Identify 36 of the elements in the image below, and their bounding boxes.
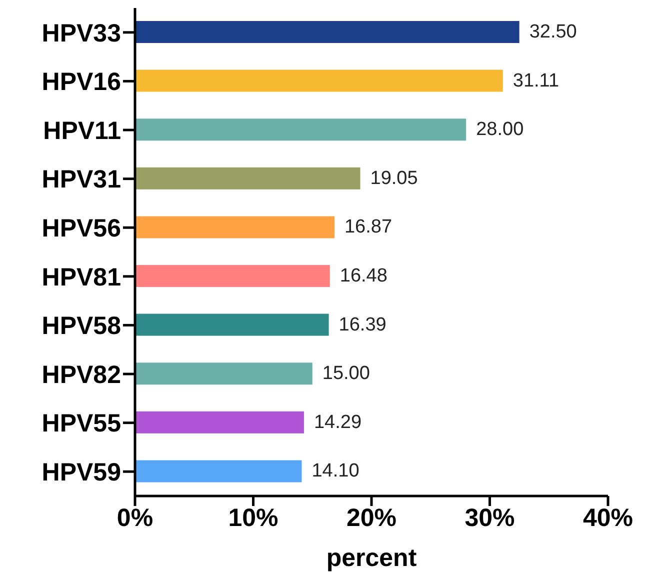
bar bbox=[135, 265, 330, 287]
bar bbox=[135, 460, 302, 482]
data-label: 14.29 bbox=[314, 412, 362, 433]
data-label: 14.10 bbox=[312, 460, 360, 482]
bar bbox=[135, 167, 360, 190]
data-label: 15.00 bbox=[322, 363, 370, 384]
y-tick-label: HPV11 bbox=[43, 116, 122, 145]
y-tick-label: HPV16 bbox=[42, 68, 121, 96]
data-label: 16.39 bbox=[338, 314, 386, 336]
bar bbox=[135, 362, 312, 385]
y-tick-label: HPV81 bbox=[42, 263, 122, 292]
x-tick-label: 0% bbox=[116, 504, 154, 532]
bar bbox=[135, 216, 334, 238]
y-tick-label: HPV82 bbox=[42, 360, 121, 389]
y-tick-label: HPV31 bbox=[42, 166, 122, 194]
x-tick-label: 20% bbox=[346, 504, 397, 532]
data-label: 16.48 bbox=[340, 266, 388, 286]
y-tick-label: HPV55 bbox=[42, 410, 122, 438]
bar bbox=[135, 70, 503, 92]
data-label: 19.05 bbox=[370, 168, 418, 189]
x-tick-label: 10% bbox=[228, 504, 278, 532]
bar bbox=[135, 411, 304, 434]
data-label: 31.11 bbox=[512, 70, 560, 92]
y-tick-label: HPV33 bbox=[42, 19, 121, 48]
y-tick-label: HPV56 bbox=[42, 214, 121, 242]
data-label: 32.50 bbox=[529, 22, 577, 42]
bar bbox=[135, 118, 466, 141]
data-label: 16.87 bbox=[344, 216, 392, 238]
bar bbox=[135, 314, 329, 336]
x-axis-title: percent bbox=[326, 544, 418, 572]
x-tick-label: 30% bbox=[464, 504, 515, 532]
x-tick-label: 40% bbox=[582, 504, 634, 532]
bar bbox=[135, 21, 520, 43]
y-tick-label: HPV58 bbox=[42, 312, 122, 340]
y-tick-label: HPV59 bbox=[42, 458, 121, 486]
data-label: 28.00 bbox=[476, 119, 524, 140]
